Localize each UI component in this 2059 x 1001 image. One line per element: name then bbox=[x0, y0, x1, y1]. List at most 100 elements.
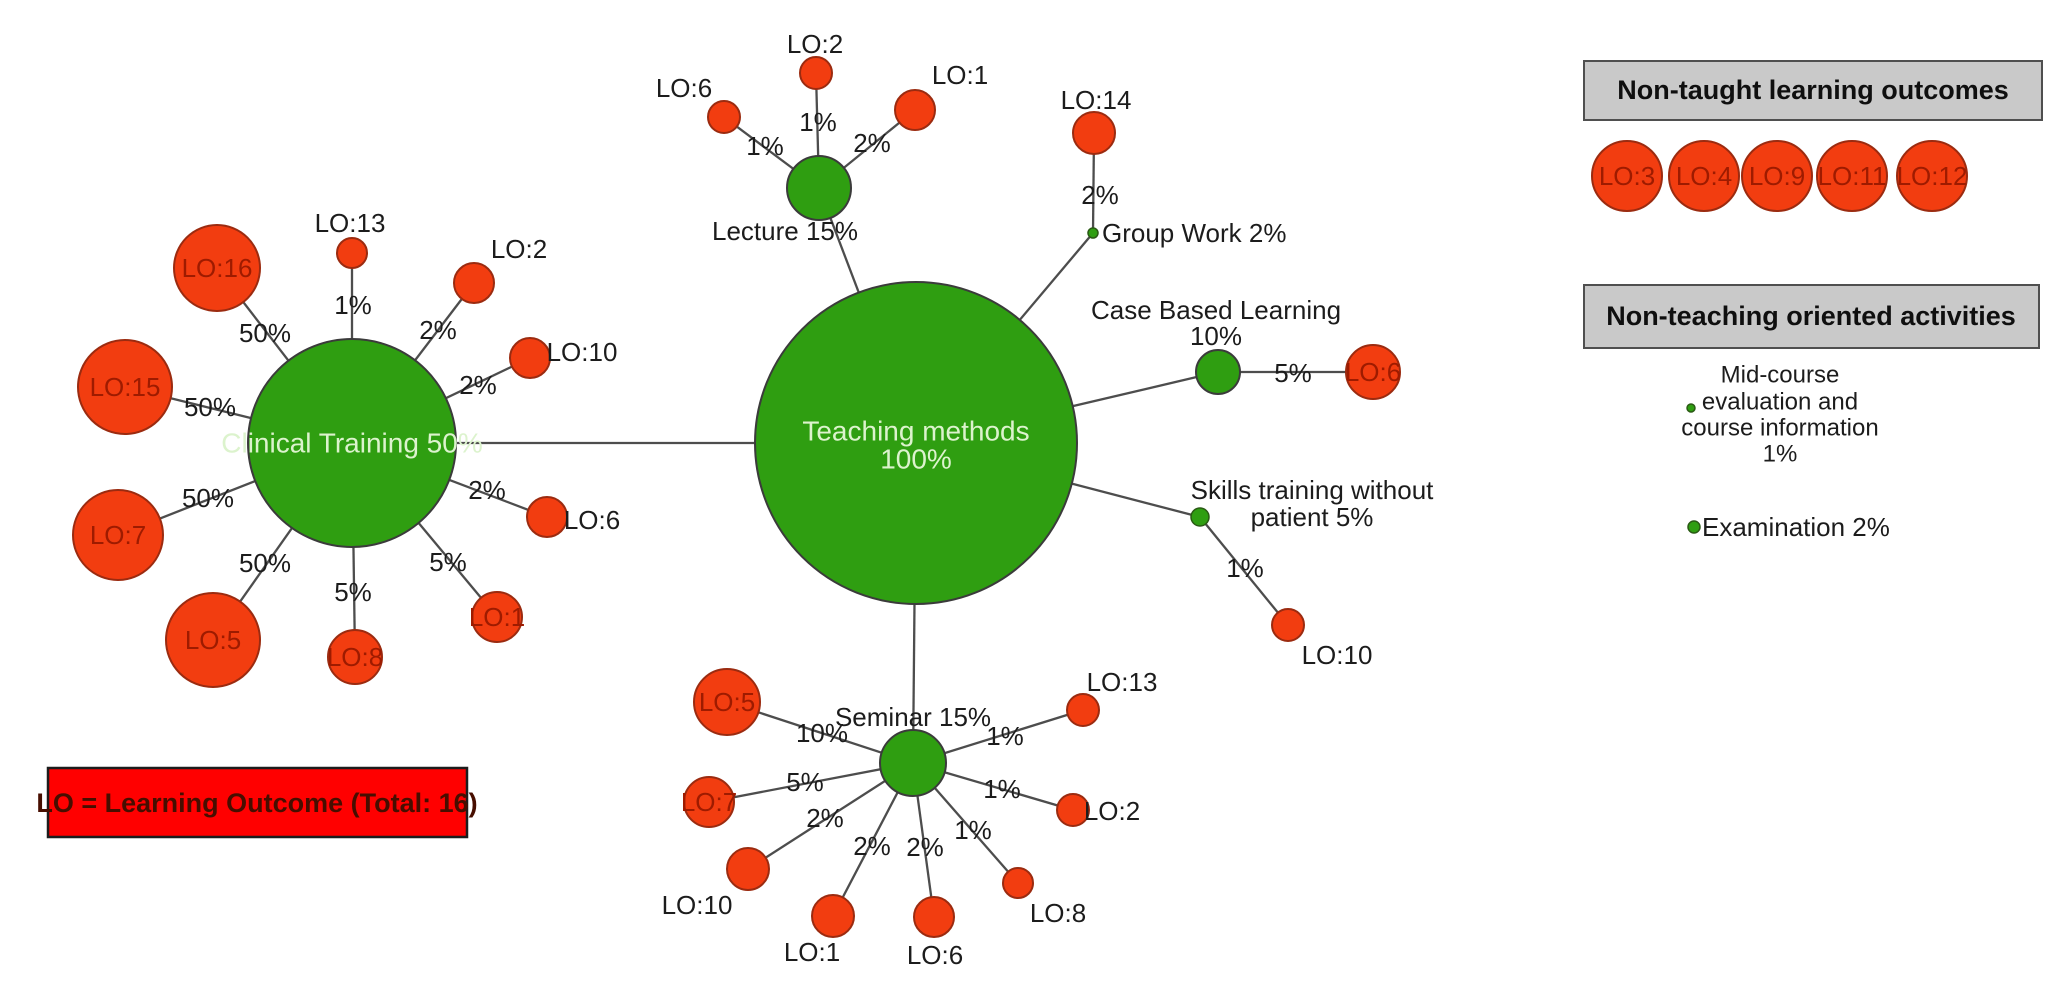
lo-label: LO:6 bbox=[907, 940, 963, 970]
teaching-methods-title: Teaching methods bbox=[802, 416, 1029, 447]
seminar-title: Seminar 15% bbox=[835, 702, 991, 732]
clinical-lo7-node bbox=[72, 489, 164, 581]
pct-label: 2% bbox=[853, 831, 891, 861]
link-seminar-lo7 bbox=[708, 761, 914, 804]
lo-label: LO:12 bbox=[1897, 161, 1968, 191]
lo-label: LO:2 bbox=[1084, 796, 1140, 826]
pct-label: 2% bbox=[468, 475, 506, 505]
pct-label: 1% bbox=[954, 815, 992, 845]
lo-label: LO:6 bbox=[1345, 357, 1401, 387]
midcourse-label-line2: evaluation and bbox=[1702, 389, 1858, 416]
pct-label: 10% bbox=[796, 718, 848, 748]
clinical-lo16-node bbox=[173, 224, 261, 312]
lo-label: LO:16 bbox=[182, 253, 253, 283]
non-taught-lo4-node bbox=[1668, 140, 1740, 212]
skills-title-line2: patient 5% bbox=[1251, 502, 1374, 532]
non-taught-lo11-node bbox=[1816, 140, 1888, 212]
lecture-node bbox=[786, 155, 852, 221]
seminar-lo1-node bbox=[811, 894, 855, 938]
pct-label: 50% bbox=[239, 318, 291, 348]
clinical-training-title: Clinical Training 50% bbox=[221, 428, 482, 459]
non-teaching-title: Non-teaching oriented activities bbox=[1606, 301, 2016, 331]
seminar-lo13-node bbox=[1066, 693, 1100, 727]
pct-label: 1% bbox=[799, 107, 837, 137]
lo-label: LO:1 bbox=[469, 602, 525, 632]
seminar-lo5-node bbox=[693, 668, 761, 736]
lo-label: LO:2 bbox=[787, 29, 843, 59]
seminar-lo6-node bbox=[913, 896, 955, 938]
outcome-nodes bbox=[72, 56, 1401, 938]
lo-label: LO:13 bbox=[315, 208, 386, 238]
group-work-title: Group Work 2% bbox=[1102, 218, 1286, 248]
pct-label: 2% bbox=[853, 128, 891, 158]
outcome-id-labels: LO:16 LO:15 LO:7 LO:5 LO:8 LO:1 LO:6 LO:… bbox=[90, 29, 1402, 970]
pct-label: 2% bbox=[419, 315, 457, 345]
skills-title-line1: Skills training without bbox=[1191, 475, 1435, 505]
lo-label: LO:6 bbox=[656, 73, 712, 103]
non-taught-header-box bbox=[1583, 60, 2043, 121]
casebased-lo6-node bbox=[1345, 344, 1401, 400]
lecture-title: Lecture 15% bbox=[712, 216, 858, 246]
groupwork-lo14-node bbox=[1072, 111, 1116, 155]
lo-label: LO:10 bbox=[662, 890, 733, 920]
lo-label: LO:1 bbox=[932, 60, 988, 90]
non-teaching-panel: Non-teaching oriented activities Mid-cou… bbox=[1583, 284, 2040, 542]
examination-node bbox=[1687, 520, 1701, 534]
lo-label: LO:1 bbox=[784, 937, 840, 967]
skills-lo10-node bbox=[1271, 608, 1305, 642]
lo-label: LO:2 bbox=[491, 234, 547, 264]
pct-label: 5% bbox=[429, 547, 467, 577]
pct-label: 50% bbox=[182, 483, 234, 513]
midcourse-label-line3: course information bbox=[1681, 415, 1878, 442]
non-taught-lo12-node bbox=[1896, 140, 1968, 212]
skills-training-node bbox=[1190, 507, 1210, 527]
lo-label: LO:3 bbox=[1599, 161, 1655, 191]
pct-label: 50% bbox=[184, 392, 236, 422]
midcourse-label-line4: 1% bbox=[1763, 441, 1798, 468]
pct-label: 2% bbox=[459, 370, 497, 400]
lecture-lo6-node bbox=[707, 100, 741, 134]
teaching-methods-pct: 100% bbox=[880, 444, 952, 475]
legend: LO = Learning Outcome (Total: 16) bbox=[36, 766, 478, 839]
lo-label: LO:11 bbox=[1818, 161, 1887, 191]
non-taught-lo3-node bbox=[1591, 140, 1663, 212]
clinical-training-node bbox=[247, 338, 457, 548]
method-titles: Teaching methods 100% Clinical Training … bbox=[221, 216, 1434, 732]
lo-label: LO:5 bbox=[185, 625, 241, 655]
link-skills-lo10 bbox=[1199, 516, 1289, 626]
legend-label: LO = Learning Outcome (Total: 16) bbox=[36, 788, 477, 818]
examination-label: Examination 2% bbox=[1702, 512, 1890, 542]
non-teaching-header-box bbox=[1583, 284, 2040, 349]
pct-label: 1% bbox=[746, 131, 784, 161]
seminar-lo7-node bbox=[683, 776, 735, 828]
clinical-lo6-node bbox=[526, 496, 568, 538]
non-taught-title: Non-taught learning outcomes bbox=[1617, 75, 2009, 105]
lo-label: LO:7 bbox=[681, 787, 737, 817]
clinical-lo5-node bbox=[165, 592, 261, 688]
pct-label: 5% bbox=[334, 577, 372, 607]
non-taught-lo9-node bbox=[1741, 140, 1813, 212]
midcourse-node bbox=[1686, 403, 1696, 413]
non-taught-panel: Non-taught learning outcomes LO:3 LO:4 L… bbox=[1583, 60, 2043, 212]
lo-label: LO:13 bbox=[1087, 667, 1158, 697]
legend-box bbox=[46, 766, 469, 839]
lo-label: LO:10 bbox=[547, 337, 618, 367]
clinical-lo15-node bbox=[77, 339, 173, 435]
lo-label: LO:4 bbox=[1676, 161, 1732, 191]
pct-label: 1% bbox=[983, 774, 1021, 804]
lo-label: LO:15 bbox=[90, 372, 161, 402]
lo-label: LO:9 bbox=[1749, 161, 1805, 191]
pct-label: 1% bbox=[334, 290, 372, 320]
lo-label: LO:8 bbox=[1030, 898, 1086, 928]
pct-label: 2% bbox=[1081, 180, 1119, 210]
seminar-lo2-node bbox=[1056, 793, 1090, 827]
clinical-lo1-node bbox=[471, 591, 523, 643]
pct-label: 2% bbox=[906, 832, 944, 862]
percent-labels: 50% 50% 50% 50% 5% 5% 2% 2% 2% 1% 1% 1% … bbox=[182, 107, 1312, 862]
lo-label: LO:7 bbox=[90, 520, 146, 550]
lecture-lo1-node bbox=[894, 89, 936, 131]
pct-label: 5% bbox=[786, 767, 824, 797]
lo-label: LO:10 bbox=[1302, 640, 1373, 670]
